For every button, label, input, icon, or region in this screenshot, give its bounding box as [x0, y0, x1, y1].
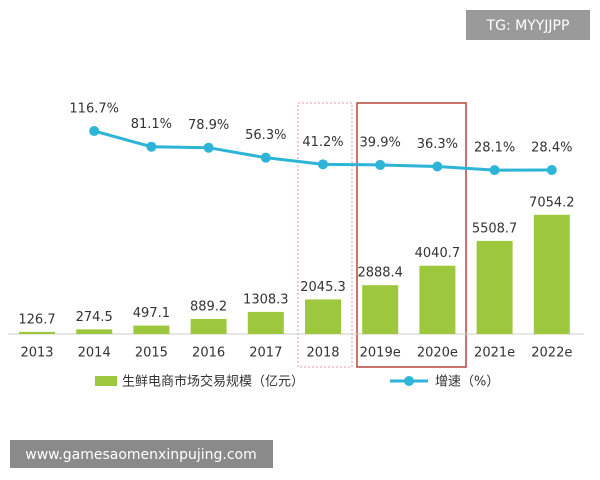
legend-label: 增速（%） — [435, 375, 499, 390]
x-tick-label: 2021e — [474, 346, 515, 361]
point-label: 28.1% — [474, 141, 515, 156]
legend: 生鲜电商市场交易规模（亿元） 增速（%） — [95, 374, 499, 390]
point-label: 78.9% — [188, 118, 229, 133]
bar-label: 2888.4 — [357, 266, 403, 281]
point — [203, 142, 214, 153]
point — [489, 165, 500, 176]
watermark: www.gamesaomenxinpujing.com — [25, 447, 257, 463]
bar — [19, 331, 55, 334]
x-tick-label: 2016 — [192, 346, 225, 361]
highlight-2018 — [297, 102, 353, 368]
point — [432, 161, 443, 172]
bar-label: 497.1 — [133, 306, 170, 321]
bar-label: 4040.7 — [415, 246, 461, 261]
x-tick-label: 2022e — [531, 346, 572, 361]
bar-label: 2045.3 — [300, 280, 346, 295]
point-label: 81.1% — [131, 117, 172, 132]
x-tick-label: 2017 — [249, 346, 282, 361]
x-tick-label: 2015 — [135, 346, 168, 361]
bar-label: 889.2 — [190, 299, 227, 314]
bar — [133, 325, 170, 334]
point — [146, 141, 157, 152]
bar-label: 5508.7 — [472, 221, 518, 236]
x-tick-label: 2013 — [20, 346, 53, 361]
highlight-forecast — [356, 102, 467, 368]
bar-label: 7054.2 — [529, 195, 575, 210]
bar — [190, 318, 227, 334]
bar-label: 274.5 — [76, 310, 113, 325]
bar — [76, 329, 113, 334]
point — [318, 159, 328, 170]
point-label: 41.2% — [302, 135, 343, 150]
watermark: TG: MYYJJPP — [486, 18, 570, 34]
bar — [476, 240, 513, 334]
x-tick-label: 2020e — [417, 346, 458, 361]
bar — [419, 265, 456, 334]
point — [89, 125, 100, 136]
point-label: 36.3% — [417, 137, 458, 152]
x-tick-label: 2018 — [306, 346, 339, 361]
bar — [247, 311, 284, 334]
point — [260, 152, 271, 163]
bar — [305, 299, 341, 334]
legend-swatch — [404, 376, 414, 386]
watermark-box — [10, 440, 273, 468]
point — [546, 165, 557, 175]
bar — [533, 214, 570, 334]
point — [375, 159, 386, 170]
legend-swatch — [95, 376, 117, 386]
point-label: 39.9% — [360, 135, 401, 150]
watermark-box — [466, 10, 590, 40]
x-tick-label: 2014 — [78, 346, 111, 361]
point-label: 116.7% — [69, 101, 119, 116]
point-label: 56.3% — [245, 128, 286, 143]
bar-label: 1308.3 — [243, 292, 289, 307]
bar — [362, 285, 399, 334]
bar-label: 126.7 — [18, 312, 55, 327]
point-label: 28.4% — [531, 141, 572, 156]
legend-label: 生鲜电商市场交易规模（亿元） — [122, 374, 304, 390]
x-tick-label: 2019e — [360, 346, 401, 361]
